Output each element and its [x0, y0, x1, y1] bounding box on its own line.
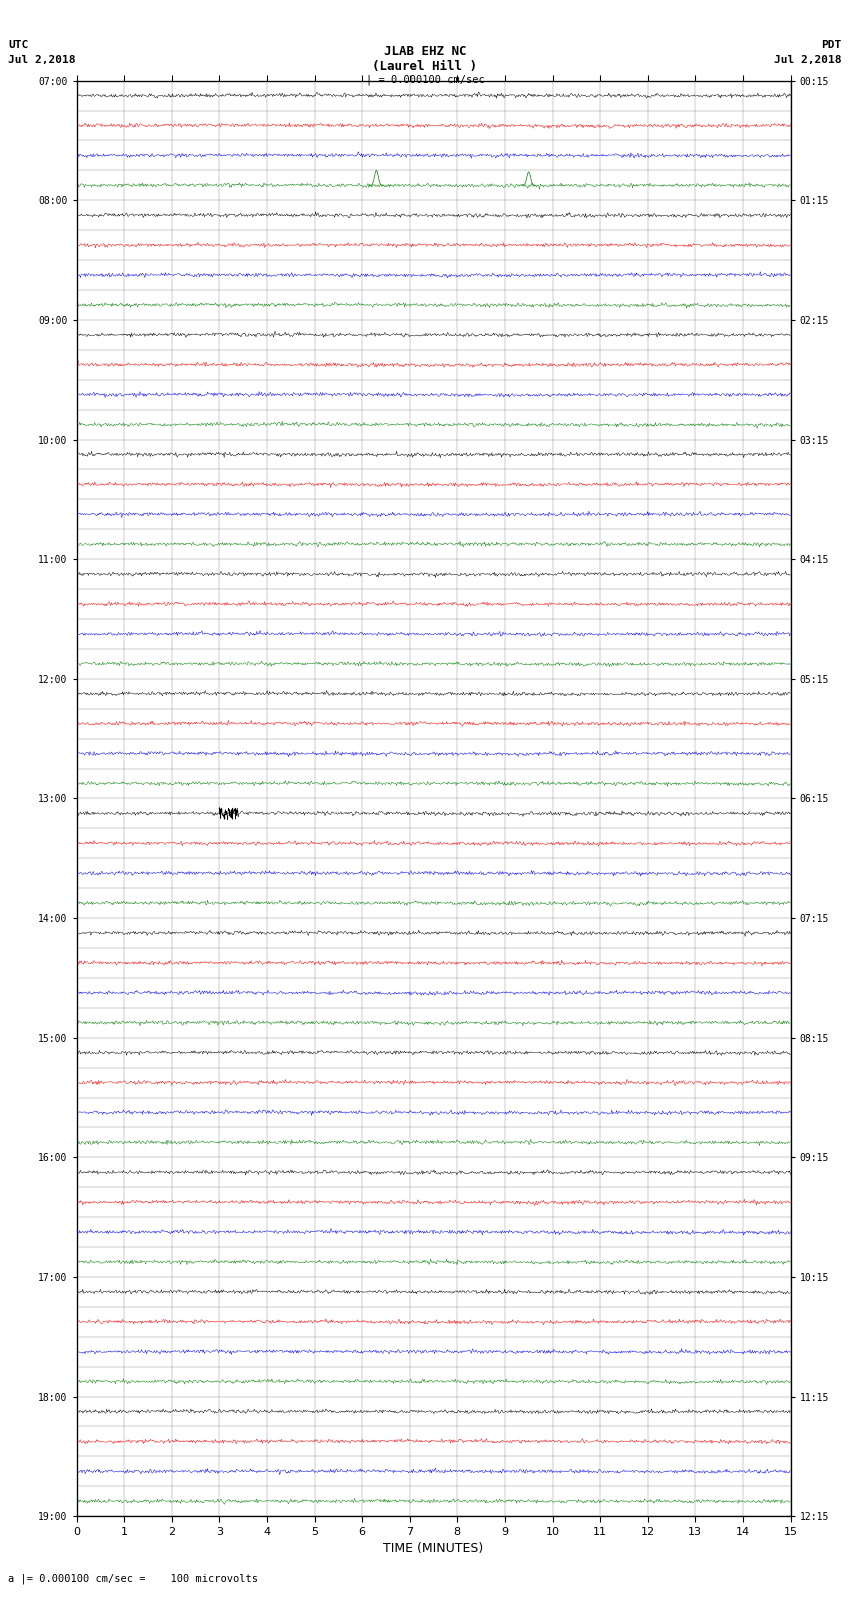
Text: PDT: PDT: [821, 40, 842, 50]
Text: (Laurel Hill ): (Laurel Hill ): [372, 60, 478, 73]
Text: a |= 0.000100 cm/sec =    100 microvolts: a |= 0.000100 cm/sec = 100 microvolts: [8, 1573, 258, 1584]
Text: JLAB EHZ NC: JLAB EHZ NC: [383, 45, 467, 58]
Text: Jul 2,2018: Jul 2,2018: [774, 55, 842, 65]
Text: | = 0.000100 cm/sec: | = 0.000100 cm/sec: [366, 74, 484, 85]
X-axis label: TIME (MINUTES): TIME (MINUTES): [383, 1542, 484, 1555]
Text: Jul 2,2018: Jul 2,2018: [8, 55, 76, 65]
Text: UTC: UTC: [8, 40, 29, 50]
